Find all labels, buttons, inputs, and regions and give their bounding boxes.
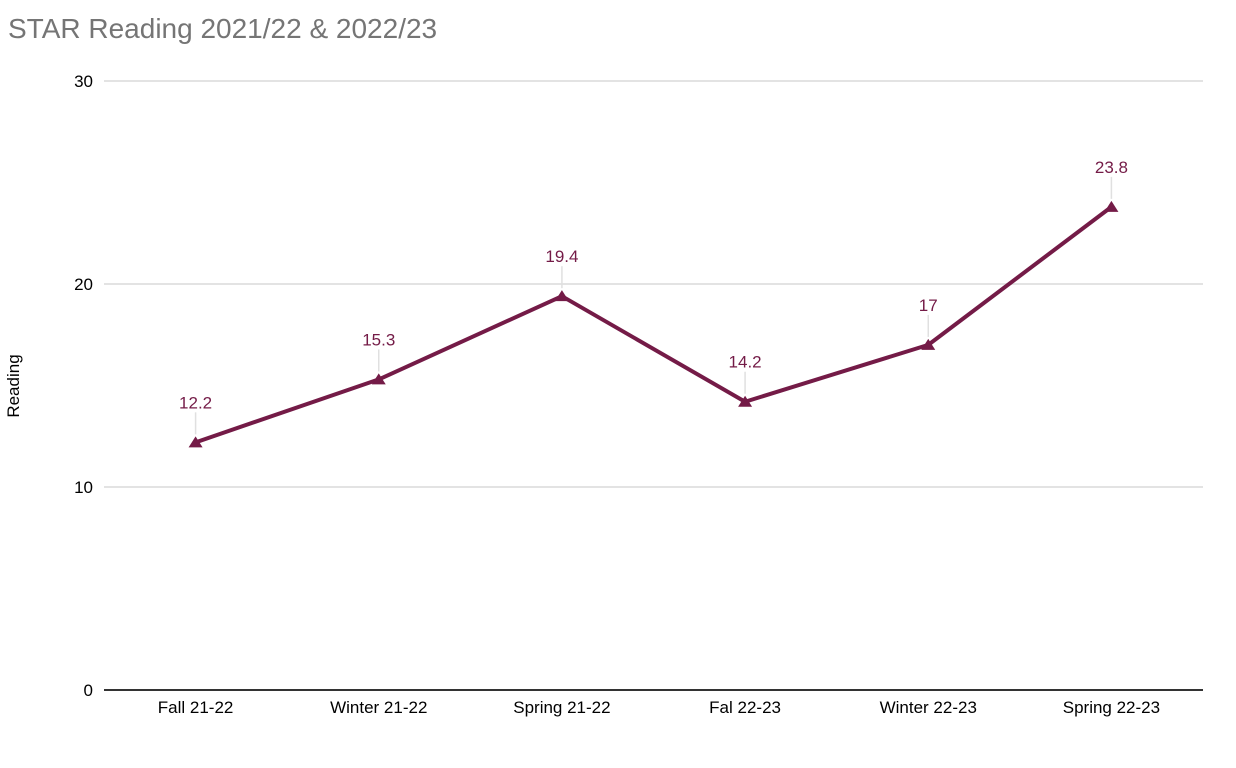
y-tick-label: 30 (74, 72, 93, 91)
y-tick-label: 20 (74, 275, 93, 294)
data-label: 19.4 (545, 247, 578, 266)
data-label: 17 (919, 296, 938, 315)
data-label: 23.8 (1095, 158, 1128, 177)
data-point-marker (554, 290, 569, 302)
data-point-marker (921, 338, 936, 350)
data-point-marker (738, 395, 753, 407)
x-tick-label: Winter 22-23 (880, 698, 977, 717)
data-point-marker (371, 373, 386, 385)
data-point-marker (1104, 200, 1119, 212)
data-label: 14.2 (729, 353, 762, 372)
data-label: 12.2 (179, 393, 212, 412)
x-tick-label: Winter 21-22 (330, 698, 427, 717)
series-line (193, 204, 1114, 445)
y-tick-label: 0 (84, 681, 93, 700)
x-tick-label: Fal 22-23 (709, 698, 781, 717)
x-tick-label: Fall 21-22 (158, 698, 234, 717)
data-label: 15.3 (362, 330, 395, 349)
x-tick-label: Spring 21-22 (513, 698, 610, 717)
y-tick-label: 10 (74, 478, 93, 497)
x-tick-label: Spring 22-23 (1063, 698, 1160, 717)
data-point-marker (188, 436, 203, 448)
chart-title: STAR Reading 2021/22 & 2022/23 (8, 13, 438, 44)
